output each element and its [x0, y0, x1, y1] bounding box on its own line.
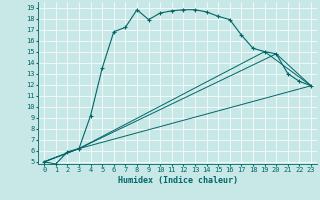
X-axis label: Humidex (Indice chaleur): Humidex (Indice chaleur)	[118, 176, 238, 185]
